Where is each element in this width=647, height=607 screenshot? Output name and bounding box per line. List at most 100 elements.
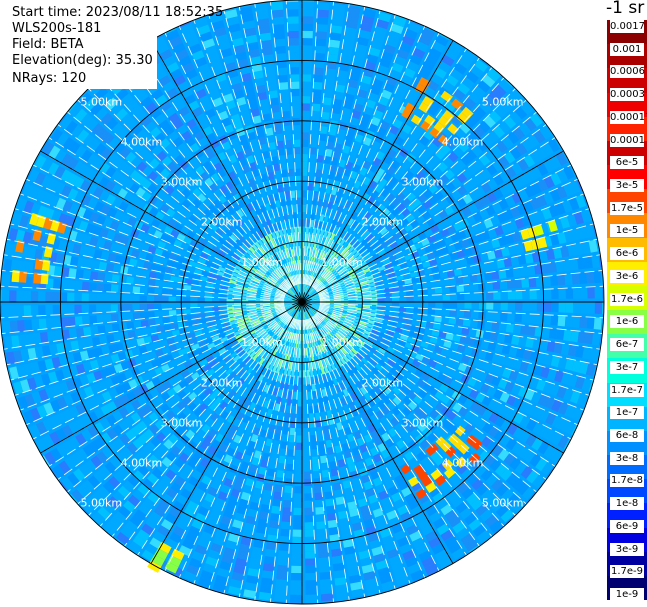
colorbar-tick-label: 1.7e-8 xyxy=(610,474,644,488)
ray xyxy=(7,302,300,381)
ray xyxy=(15,302,300,411)
ray xyxy=(1,258,300,302)
echo-feature xyxy=(520,219,558,252)
ray xyxy=(302,304,396,593)
info-panel xyxy=(7,3,157,89)
ring-label: 4.00km xyxy=(442,135,484,148)
ring-label: 2.00km xyxy=(362,376,404,389)
ray xyxy=(27,303,300,440)
ray xyxy=(212,304,302,594)
ring-label: 2.00km xyxy=(201,216,243,229)
colorbar-tick-label: 0.0003 xyxy=(610,88,645,102)
ray xyxy=(197,304,302,590)
colorbar-tick-label: 0.0001 xyxy=(610,133,645,147)
ray xyxy=(302,304,365,600)
ray xyxy=(289,305,302,604)
spoke xyxy=(40,301,303,454)
ray xyxy=(0,302,299,334)
ray xyxy=(302,10,392,300)
colorbar-tick-label: 3e-7 xyxy=(610,360,644,374)
colorbar-tick-label: 0.00017 xyxy=(610,110,647,124)
colorbar-tick-label: 6e-8 xyxy=(610,428,644,442)
ring-label: 5.00km xyxy=(482,497,524,510)
colorbar-tick-label: 3e-8 xyxy=(610,451,644,465)
ray xyxy=(304,164,577,301)
ray xyxy=(168,304,301,578)
ray xyxy=(304,303,572,450)
ring-label: 3.00km xyxy=(402,416,444,429)
ray xyxy=(303,304,440,577)
ray xyxy=(77,91,300,300)
ray xyxy=(305,270,604,302)
ray xyxy=(302,304,381,597)
ray xyxy=(182,304,301,584)
ray xyxy=(305,302,604,330)
ray xyxy=(239,4,302,300)
ray xyxy=(254,2,302,300)
spoke xyxy=(301,301,564,454)
ray xyxy=(302,304,411,589)
ring-label: 5.00km xyxy=(482,95,524,108)
ray xyxy=(223,7,302,300)
colorbar-tick-label: 3e-5 xyxy=(610,179,644,193)
ray xyxy=(304,239,600,302)
ray xyxy=(303,304,453,570)
ray xyxy=(286,0,302,299)
ray xyxy=(304,124,554,301)
ring-label: 5.00km xyxy=(81,95,123,108)
ray xyxy=(304,302,603,346)
ring-label: 2.00km xyxy=(362,216,404,229)
ray xyxy=(34,303,300,453)
ring-label: 4.00km xyxy=(121,457,163,470)
ray xyxy=(193,15,302,300)
instrument-name: WLS200s-181 xyxy=(12,21,102,36)
echo-feature xyxy=(400,445,456,500)
colorbar-tick-label: 6e-5 xyxy=(610,156,644,170)
ray xyxy=(227,304,302,598)
ray xyxy=(304,303,556,477)
ring-label: 3.00km xyxy=(161,416,203,429)
ray xyxy=(258,304,302,603)
ray xyxy=(304,304,527,513)
colorbar-tick-label: 0.0017 xyxy=(610,20,645,33)
colorbar-tick-label: 1.7e-5 xyxy=(610,201,644,215)
colorbar-tick-label: 1e-7 xyxy=(610,406,644,420)
colorbar-tick-label: 1.7e-7 xyxy=(610,383,644,397)
colorbar-tick-label: 6e-6 xyxy=(610,247,644,261)
ray xyxy=(303,304,425,583)
colorbar-tick-label: 1e-5 xyxy=(610,224,644,238)
ray xyxy=(302,305,318,604)
ray xyxy=(304,99,535,301)
colorbar-tick-label: 1.7e-6 xyxy=(610,292,644,306)
field-name: Field: BETA xyxy=(12,37,84,52)
ray xyxy=(302,3,362,300)
ray xyxy=(304,179,583,301)
colorbar-tick-label: 0.001 xyxy=(610,42,644,56)
ray xyxy=(303,57,490,300)
colorbar-tick-label: 6e-9 xyxy=(610,519,644,533)
ray xyxy=(80,304,300,516)
ring-label: 3.00km xyxy=(402,176,444,189)
ray xyxy=(127,304,301,556)
spoke xyxy=(301,40,454,303)
colorbar-tick-label: 1e-9 xyxy=(610,588,644,601)
ray xyxy=(57,114,300,301)
ray xyxy=(304,111,545,301)
ray xyxy=(11,302,300,396)
ray xyxy=(302,305,334,604)
ray xyxy=(304,303,564,464)
spoke xyxy=(40,150,303,303)
nrays: NRays: 120 xyxy=(12,71,87,86)
ray xyxy=(274,305,302,604)
ray xyxy=(67,102,300,301)
ray xyxy=(304,193,589,302)
ray xyxy=(304,302,598,377)
spoke xyxy=(150,301,303,564)
ray xyxy=(304,302,590,407)
ray xyxy=(59,303,300,493)
colorbar-tick-label: 1e-6 xyxy=(610,315,644,329)
ray xyxy=(304,302,594,392)
spoke xyxy=(301,301,454,564)
ray xyxy=(88,80,300,300)
ring-label: 1.00km xyxy=(241,256,283,269)
